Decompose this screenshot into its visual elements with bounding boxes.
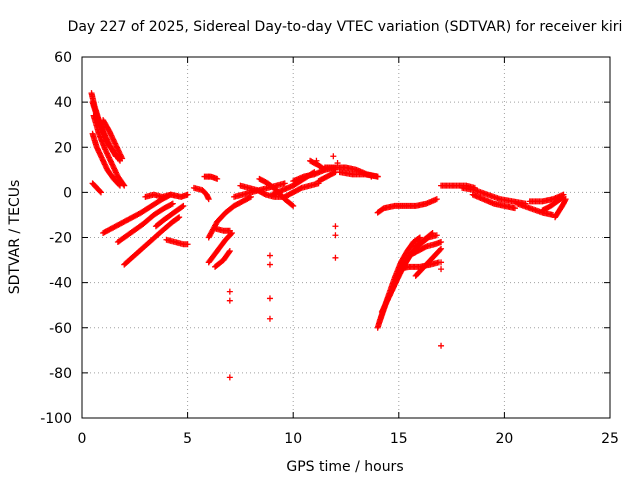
outlier-point bbox=[368, 173, 375, 180]
outlier-point bbox=[313, 157, 320, 164]
data-point bbox=[97, 188, 104, 195]
data-point bbox=[310, 169, 317, 176]
outlier-point bbox=[332, 223, 339, 230]
data-point bbox=[228, 230, 235, 237]
data-point bbox=[117, 182, 124, 189]
data-point bbox=[228, 229, 235, 236]
y-axis-label: SDTVAR / TECUs bbox=[7, 180, 23, 295]
y-tick-label: -20 bbox=[49, 231, 72, 247]
data-point bbox=[374, 173, 381, 180]
data-point bbox=[98, 189, 105, 196]
x-tick-label: 0 bbox=[78, 431, 87, 447]
x-tick-label: 10 bbox=[284, 431, 302, 447]
data-point bbox=[429, 229, 436, 236]
plot-frame bbox=[81, 56, 611, 419]
y-axis-ticks: -100 -80 -60 -40 -20 0 20 40 60 bbox=[40, 50, 610, 427]
data-point bbox=[214, 175, 221, 182]
outlier-point bbox=[438, 266, 445, 273]
outlier-point bbox=[266, 252, 273, 259]
data-point bbox=[438, 239, 445, 246]
x-axis-ticks: 0 5 10 15 20 25 bbox=[78, 57, 619, 447]
y-tick-label: -100 bbox=[40, 411, 72, 427]
data-point bbox=[437, 246, 444, 253]
grid bbox=[82, 57, 610, 418]
data-point bbox=[179, 203, 186, 210]
data-point bbox=[289, 202, 296, 209]
y-tick-label: -60 bbox=[49, 321, 72, 337]
data-point bbox=[311, 169, 318, 176]
chart-title: Day 227 of 2025, Sidereal Day-to-day VTE… bbox=[68, 19, 623, 35]
x-axis-label: GPS time / hours bbox=[286, 459, 403, 475]
outlier-point bbox=[266, 261, 273, 268]
data-point bbox=[415, 235, 422, 242]
outlier-point bbox=[438, 342, 445, 349]
x-tick-label: 5 bbox=[183, 431, 192, 447]
outlier-point bbox=[226, 297, 233, 304]
data-point bbox=[511, 205, 518, 212]
y-tick-label: -80 bbox=[49, 366, 72, 382]
outlier-point bbox=[266, 295, 273, 302]
y-tick-label: -40 bbox=[49, 276, 72, 292]
data-point bbox=[416, 234, 423, 241]
x-tick-label: 25 bbox=[601, 431, 619, 447]
y-tick-label: 20 bbox=[54, 140, 72, 156]
data-point bbox=[226, 249, 233, 256]
data-point bbox=[184, 241, 191, 248]
data-point bbox=[433, 232, 440, 239]
y-tick-label: 40 bbox=[54, 95, 72, 111]
data-point bbox=[169, 200, 176, 207]
data-point bbox=[281, 180, 288, 187]
data-point bbox=[119, 155, 126, 162]
data-point bbox=[176, 214, 183, 221]
data-point bbox=[184, 191, 191, 198]
data-point bbox=[116, 181, 123, 188]
y-tick-label: 60 bbox=[54, 50, 72, 66]
data-point bbox=[433, 196, 440, 203]
data-point bbox=[180, 202, 187, 209]
y-tick-label: 0 bbox=[63, 185, 72, 201]
data-point bbox=[175, 214, 182, 221]
data-point bbox=[205, 196, 212, 203]
data-point bbox=[438, 245, 445, 252]
data-point bbox=[290, 202, 297, 209]
outlier-point bbox=[334, 160, 341, 167]
data-point bbox=[562, 196, 569, 203]
data-point bbox=[226, 248, 233, 255]
outlier-point bbox=[332, 232, 339, 239]
outlier-point bbox=[438, 259, 445, 266]
outlier-point bbox=[332, 254, 339, 261]
data-points bbox=[88, 90, 569, 381]
outlier-point bbox=[205, 173, 212, 180]
x-tick-label: 15 bbox=[390, 431, 408, 447]
outlier-point bbox=[226, 374, 233, 381]
data-point bbox=[428, 230, 435, 237]
outlier-point bbox=[266, 315, 273, 322]
outlier-point bbox=[226, 288, 233, 295]
x-tick-label: 20 bbox=[495, 431, 513, 447]
outlier-point bbox=[330, 153, 337, 160]
outlier-point bbox=[332, 166, 339, 173]
